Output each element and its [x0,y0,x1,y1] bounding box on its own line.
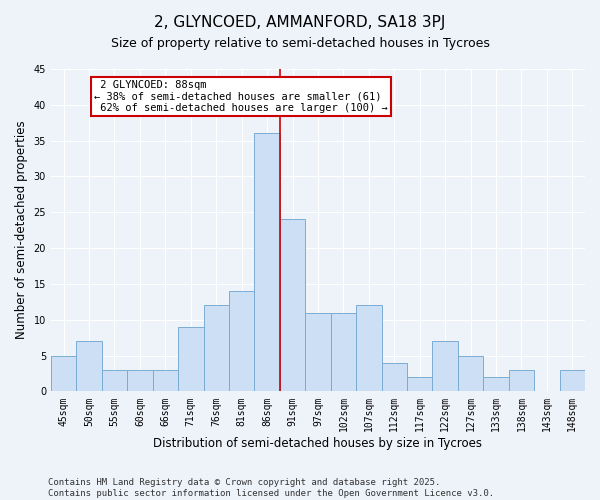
Bar [356,306,382,392]
Text: 2 GLYNCOED: 88sqm
← 38% of semi-detached houses are smaller (61)
 62% of semi-de: 2 GLYNCOED: 88sqm ← 38% of semi-detached… [94,80,388,113]
Text: Size of property relative to semi-detached houses in Tycroes: Size of property relative to semi-detach… [110,38,490,51]
Bar [509,370,534,392]
Bar [102,370,127,392]
Bar [382,362,407,392]
X-axis label: Distribution of semi-detached houses by size in Tycroes: Distribution of semi-detached houses by … [154,437,482,450]
Bar [203,306,229,392]
Bar [458,356,483,392]
Bar [483,377,509,392]
Bar [152,370,178,392]
Bar [331,312,356,392]
Bar [560,370,585,392]
Bar [433,341,458,392]
Bar [407,377,433,392]
Bar [305,312,331,392]
Bar [254,134,280,392]
Bar [280,220,305,392]
Text: 2, GLYNCOED, AMMANFORD, SA18 3PJ: 2, GLYNCOED, AMMANFORD, SA18 3PJ [154,15,446,30]
Text: Contains HM Land Registry data © Crown copyright and database right 2025.
Contai: Contains HM Land Registry data © Crown c… [48,478,494,498]
Bar [127,370,152,392]
Bar [76,341,102,392]
Bar [51,356,76,392]
Bar [229,291,254,392]
Bar [178,327,203,392]
Y-axis label: Number of semi-detached properties: Number of semi-detached properties [15,121,28,340]
